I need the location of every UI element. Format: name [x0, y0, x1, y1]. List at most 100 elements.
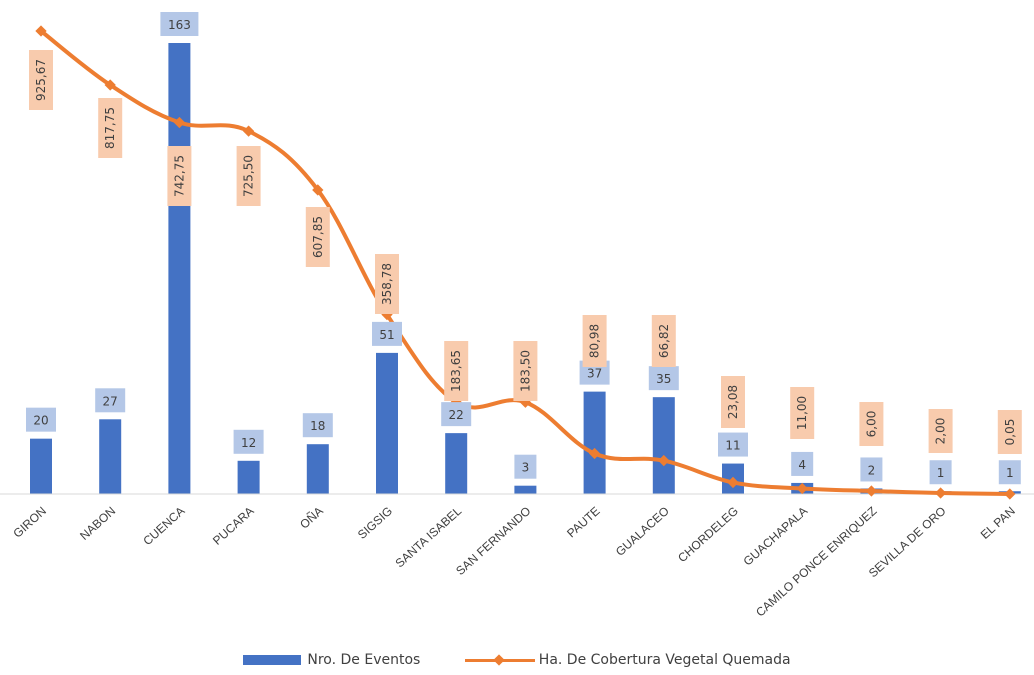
line-data-label: 183,50	[513, 341, 538, 401]
legend-item-bars: Nro. De Eventos	[243, 652, 420, 668]
line-marker	[796, 482, 808, 495]
svg-text:2: 2	[868, 463, 876, 477]
svg-text:817,75: 817,75	[103, 107, 117, 149]
svg-text:4: 4	[798, 458, 806, 472]
line-marker	[35, 25, 47, 37]
line-data-label: 0,05	[997, 410, 1022, 454]
bar-data-label: 2	[860, 457, 883, 482]
line-data-label: 23,08	[721, 376, 745, 428]
svg-text:22: 22	[449, 408, 464, 422]
bar-data-label: 12	[233, 429, 264, 454]
line-data-label: 66,82	[651, 315, 676, 367]
x-tick-label: SANTA ISABEL	[393, 504, 465, 571]
bar-data-label: 20	[26, 407, 56, 432]
bar	[376, 352, 398, 494]
svg-text:27: 27	[103, 394, 118, 408]
line-marker	[727, 476, 739, 489]
svg-text:358,78: 358,78	[380, 263, 394, 305]
x-tick-label: CAMILO PONCE ENRIQUEZ	[753, 504, 879, 620]
svg-text:18: 18	[310, 419, 325, 433]
x-tick-label: GUACHAPALA	[741, 504, 811, 569]
x-tick-label: SAN FERNANDO	[453, 504, 533, 578]
legend-label-bars: Nro. De Eventos	[307, 652, 421, 668]
bar	[583, 391, 606, 494]
x-tick-label: GIRON	[10, 504, 49, 541]
bar	[99, 419, 122, 494]
bar-data-label: 51	[372, 321, 402, 346]
x-tick-label: EL PAN	[978, 504, 1018, 542]
svg-text:1: 1	[937, 466, 945, 480]
bar	[30, 438, 52, 494]
svg-text:742,75: 742,75	[172, 155, 186, 197]
x-tick-label: OÑA	[297, 504, 326, 532]
legend-item-line: Ha. De Cobertura Vegetal Quemada	[464, 652, 791, 668]
line-marker	[934, 487, 947, 499]
bar-data-label: 163	[160, 12, 199, 36]
line-marker	[312, 184, 324, 196]
x-tick-label: NABON	[77, 504, 118, 543]
svg-text:11: 11	[725, 439, 740, 453]
bar-data-label: 1	[998, 460, 1021, 485]
svg-text:3: 3	[522, 461, 530, 475]
x-tick-label: PUCARA	[210, 504, 257, 548]
bar-data-label: 4	[791, 451, 814, 476]
line-data-label: 80,98	[582, 315, 607, 367]
svg-text:11,00: 11,00	[795, 396, 809, 430]
bar-data-label: 35	[648, 366, 679, 391]
line-data-label: 725,50	[236, 146, 261, 206]
line-marker	[104, 79, 116, 91]
svg-text:37: 37	[587, 367, 602, 381]
line-marker	[1004, 488, 1016, 500]
line-data-label: 925,67	[29, 50, 53, 110]
bar	[514, 485, 537, 494]
svg-text:183,65: 183,65	[449, 350, 463, 392]
x-tick-label: SIGSIG	[355, 504, 395, 542]
line-series-path	[39, 29, 1010, 496]
line-data-label: 2,00	[928, 409, 953, 453]
bar-data-label: 18	[302, 413, 333, 438]
bar	[652, 397, 675, 494]
svg-text:725,50: 725,50	[242, 155, 256, 197]
line-data-label: 11,00	[790, 387, 815, 439]
bar-data-label: 22	[441, 402, 472, 427]
line-marker	[588, 447, 601, 460]
line-data-label: 6,00	[859, 402, 884, 446]
svg-text:1: 1	[1006, 466, 1014, 480]
bar-data-label: 3	[514, 454, 537, 479]
svg-text:607,85: 607,85	[311, 216, 325, 258]
svg-text:12: 12	[241, 436, 256, 450]
legend-swatch-bars	[243, 655, 302, 665]
legend-swatch-line	[464, 655, 535, 665]
line-marker	[865, 485, 878, 497]
bar	[237, 460, 260, 494]
bar-data-label: 11	[718, 432, 748, 457]
svg-text:35: 35	[656, 372, 671, 386]
x-tick-label: PAUTE	[564, 504, 602, 541]
svg-text:2,00: 2,00	[934, 418, 948, 445]
x-tick-label: SEVILLA DE ORO	[866, 504, 949, 580]
line-data-label: 817,75	[98, 98, 123, 158]
svg-text:183,50: 183,50	[518, 350, 532, 392]
line-labels-layer: 925,67 817,75 742,75 725,50 607,85 358,78 183,…	[29, 50, 1022, 454]
svg-text:925,67: 925,67	[34, 59, 48, 101]
svg-text:66,82: 66,82	[657, 324, 671, 358]
line-data-label: 607,85	[305, 207, 330, 267]
bar	[306, 444, 329, 494]
svg-text:0,05: 0,05	[1003, 419, 1017, 446]
bar-data-label: 1	[929, 460, 952, 485]
line-marker	[658, 454, 670, 467]
bar-data-label: 27	[95, 388, 126, 413]
x-tick-label: CHORDELEG	[675, 504, 741, 565]
svg-text:6,00: 6,00	[864, 411, 878, 438]
x-tick-label: GUALACEO	[613, 504, 672, 559]
legend: Nro. De Eventos Ha. De Cobertura Vegetal…	[0, 652, 1034, 669]
line-data-label: 742,75	[167, 146, 192, 206]
legend-label-line: Ha. De Cobertura Vegetal Quemada	[538, 652, 791, 668]
svg-text:80,98: 80,98	[588, 324, 602, 358]
line-data-label: 183,65	[444, 341, 469, 401]
line-data-label: 358,78	[375, 254, 399, 314]
bar	[168, 43, 191, 494]
bar	[445, 433, 468, 494]
